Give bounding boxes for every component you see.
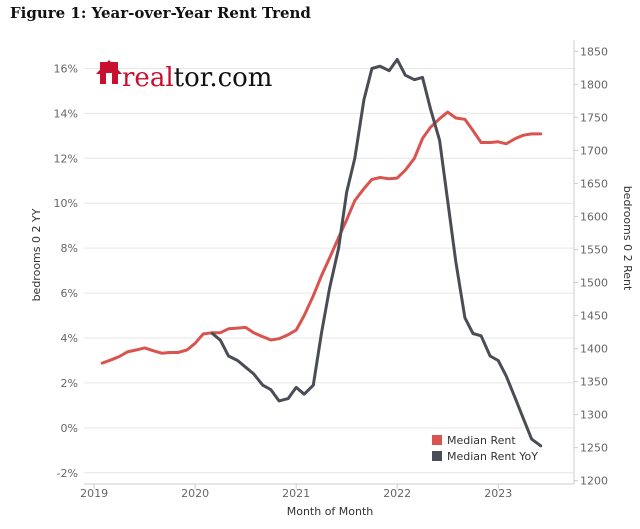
left-axis-ticks: -2% 0% 2% 4% 6% 8% 10% 12% 14% 16% [54,62,78,479]
right-tick-label: 1800 [580,78,608,91]
realtor-house-icon [96,60,122,84]
left-tick-label: -2% [57,467,78,480]
x-tick-label: 2022 [383,487,411,500]
left-tick-label: 12% [54,152,78,165]
right-tick-label: 1200 [580,475,608,488]
legend: Median Rent Median Rent YoY [432,434,538,463]
right-axis-title: bedrooms 0 2 Rent [621,186,634,291]
legend-item-median-rent: Median Rent [432,434,516,447]
series-group [100,58,543,448]
x-tick-label: 2020 [181,487,209,500]
svg-text:realtor.com: realtor.com [122,63,272,93]
realtor-logo: realtor.com [96,60,272,93]
series-line-median-rent-yoy [210,58,543,448]
figure-title: Figure 1: Year-over-Year Rent Trend [10,4,311,22]
left-tick-label: 14% [54,107,78,120]
x-axis-ticks: 2019 2020 2021 2022 2023 [80,483,574,500]
x-tick-label: 2019 [80,487,108,500]
left-tick-label: 16% [54,62,78,75]
left-tick-label: 0% [61,422,78,435]
logo-text-tor: tor.com [174,63,273,93]
right-tick-label: 1550 [580,243,608,256]
x-axis-title: Month of Month [287,505,374,518]
logo-text-real: real [122,63,174,93]
left-tick-label: 6% [61,287,78,300]
gridlines [84,67,574,474]
right-tick-label: 1650 [580,177,608,190]
x-tick-label: 2023 [484,487,512,500]
legend-item-median-rent-yoy: Median Rent YoY [432,450,538,463]
right-tick-label: 1250 [580,442,608,455]
right-tick-label: 1350 [580,376,608,389]
legend-label-median-rent: Median Rent [447,434,516,447]
x-tick-label: 2021 [282,487,310,500]
left-tick-label: 10% [54,197,78,210]
left-tick-label: 8% [61,242,78,255]
right-axis-ticks: 1200 1250 1300 1350 1400 1450 1500 1550 1600 1650… [573,40,608,488]
legend-swatch-median-rent [432,435,442,445]
right-tick-label: 1600 [580,210,608,223]
right-tick-label: 1850 [580,45,608,58]
right-tick-label: 1450 [580,310,608,323]
right-tick-label: 1400 [580,343,608,356]
left-axis-title: bedrooms 0 2 YY [30,208,43,301]
left-tick-label: 2% [61,377,78,390]
legend-swatch-median-rent-yoy [432,451,442,461]
right-tick-label: 1700 [580,144,608,157]
right-tick-label: 1500 [580,277,608,290]
legend-label-median-rent-yoy: Median Rent YoY [447,450,538,463]
right-tick-label: 1300 [580,409,608,422]
series-line-median-rent [100,110,543,365]
left-tick-label: 4% [61,332,78,345]
right-tick-label: 1750 [580,111,608,124]
